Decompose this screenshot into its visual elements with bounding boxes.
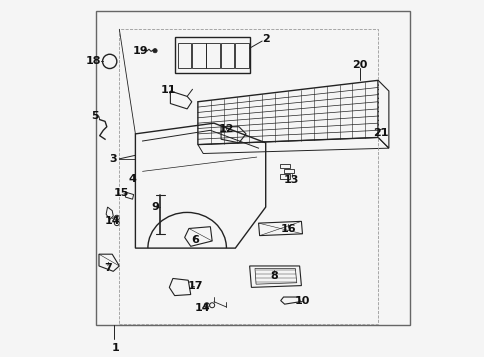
Bar bbox=[279, 164, 289, 168]
Text: 19: 19 bbox=[132, 46, 148, 56]
Text: 20: 20 bbox=[352, 60, 367, 70]
Text: 6: 6 bbox=[191, 235, 198, 245]
Bar bbox=[96, 11, 409, 325]
Bar bbox=[119, 29, 378, 324]
Text: 7: 7 bbox=[104, 263, 111, 273]
Text: 18: 18 bbox=[85, 56, 101, 66]
Text: 10: 10 bbox=[294, 296, 310, 306]
Text: 3: 3 bbox=[109, 154, 117, 164]
Text: 15: 15 bbox=[114, 188, 129, 198]
Text: 14: 14 bbox=[194, 303, 210, 313]
Bar bbox=[279, 174, 289, 178]
Text: 13: 13 bbox=[284, 175, 299, 185]
Text: 2: 2 bbox=[261, 34, 269, 44]
Text: 5: 5 bbox=[91, 111, 99, 121]
Text: 14: 14 bbox=[104, 216, 120, 226]
Text: 1: 1 bbox=[112, 343, 120, 353]
Text: 8: 8 bbox=[270, 271, 277, 281]
Circle shape bbox=[152, 49, 157, 53]
Bar bbox=[283, 169, 293, 173]
Text: 16: 16 bbox=[280, 224, 295, 234]
Text: 9: 9 bbox=[151, 202, 159, 212]
Text: 21: 21 bbox=[373, 128, 388, 138]
Text: 11: 11 bbox=[160, 85, 176, 95]
Text: 4: 4 bbox=[128, 174, 136, 184]
Text: 12: 12 bbox=[218, 124, 234, 134]
Text: 17: 17 bbox=[187, 281, 202, 291]
